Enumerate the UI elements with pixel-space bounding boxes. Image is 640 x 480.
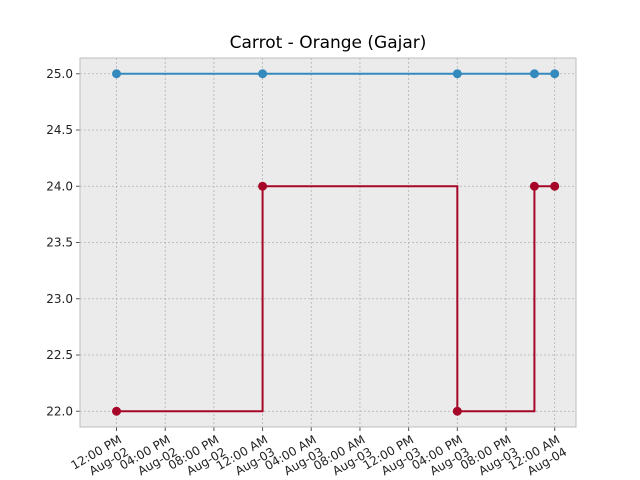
y-tick-label: 23.0 bbox=[46, 292, 73, 306]
y-tick-label: 24.5 bbox=[46, 123, 73, 137]
data-point bbox=[550, 69, 560, 79]
y-tick-label: 22.5 bbox=[46, 348, 73, 362]
plot-frame bbox=[79, 57, 577, 428]
chart-title: Carrot - Orange (Gajar) bbox=[230, 33, 427, 53]
y-tick-label: 24.0 bbox=[46, 179, 73, 193]
data-point bbox=[112, 406, 122, 416]
series-line-2 bbox=[116, 185, 555, 413]
data-point bbox=[258, 69, 268, 79]
data-point bbox=[112, 69, 122, 79]
y-tick-label: 22.0 bbox=[46, 404, 73, 418]
data-point bbox=[529, 69, 539, 79]
y-tick-label: 25.0 bbox=[46, 67, 73, 81]
axes: 22.022.523.023.524.024.525.012:00 PMAug-… bbox=[46, 67, 569, 478]
data-point bbox=[452, 69, 462, 79]
data-point bbox=[258, 181, 268, 191]
y-tick-label: 23.5 bbox=[46, 236, 73, 250]
series-layer bbox=[112, 69, 560, 416]
data-point bbox=[529, 181, 539, 191]
data-point bbox=[452, 406, 462, 416]
data-point bbox=[550, 181, 560, 191]
